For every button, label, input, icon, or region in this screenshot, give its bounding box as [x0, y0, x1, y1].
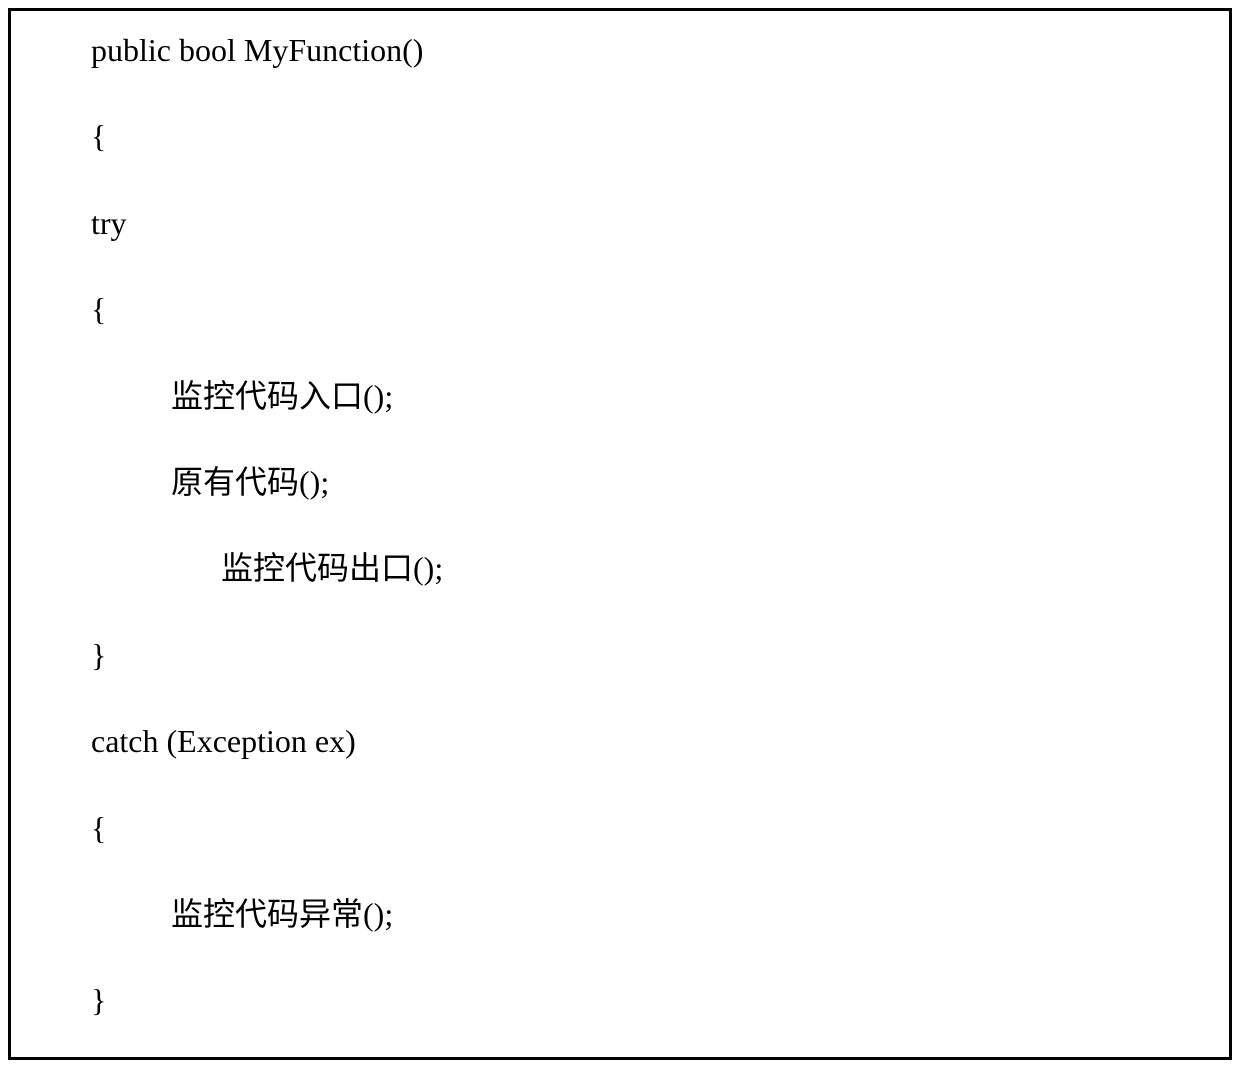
code-line: 原有代码();	[91, 463, 1209, 501]
code-line: catch (Exception ex)	[91, 722, 1209, 760]
code-line: {	[91, 290, 1209, 328]
code-line: try	[91, 204, 1209, 242]
code-line: public bool MyFunction()	[91, 31, 1209, 69]
code-line: }	[91, 636, 1209, 674]
code-container: public bool MyFunction() { try { 监控代码入口(…	[8, 8, 1232, 1060]
code-line: 监控代码异常();	[91, 895, 1209, 933]
code-line: {	[91, 809, 1209, 847]
code-line: {	[91, 117, 1209, 155]
code-line: }	[91, 981, 1209, 1019]
code-line: 监控代码入口();	[91, 377, 1209, 415]
code-line: 监控代码出口();	[91, 549, 1209, 587]
